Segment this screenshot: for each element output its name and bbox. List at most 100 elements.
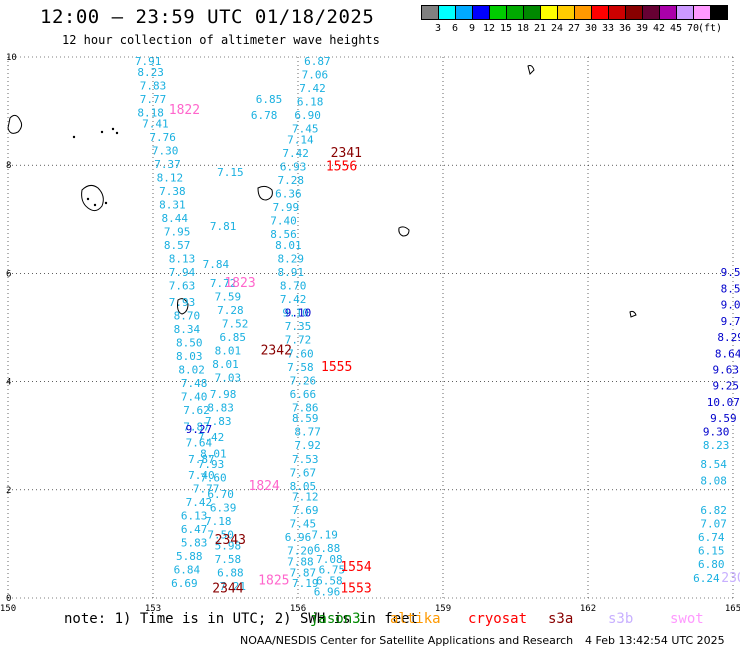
wave-height-value: 7.30 [152,144,179,157]
wave-height-value: 6.85 [220,331,247,344]
wave-height-value: 8.59 [292,412,319,425]
wave-height-value: 6.18 [297,96,324,109]
wave-height-value: 8.29 [278,253,305,266]
color-legend-label: 30 [584,23,598,34]
wave-height-value: 7.42 [299,82,326,95]
wave-height-value: 6.15 [698,545,725,558]
wave-height-value: 7.26 [290,374,317,387]
pass-label: 1825 [258,573,289,588]
color-swatch [710,5,728,20]
wave-height-value: 7.72 [285,334,312,347]
wave-height-value: 6.88 [314,542,341,555]
wave-height-value: 7.40 [270,215,297,228]
wave-height-value: 7.93 [169,296,196,309]
wave-height-value: 7.58 [287,361,314,374]
color-legend-label: 6 [451,23,459,34]
wave-height-value: 7.83 [205,415,232,428]
wave-height-value: 7.19 [292,577,319,590]
wave-height-value: 7.20 [287,545,314,558]
wave-height-value: 8.23 [703,439,730,452]
wave-height-value: 6.13 [181,510,208,523]
wave-height-value: 8.77 [294,426,321,439]
wave-height-value: 7.42 [280,293,307,306]
wave-height-value: 7.35 [285,320,312,333]
credit-line: NOAA/NESDIS Center for Satellite Applica… [240,634,574,647]
wave-height-value: 7.18 [205,515,232,528]
y-tick-label: 0 [6,594,11,604]
wave-height-value: 7.42 [198,431,225,444]
color-legend-label: 18 [516,23,530,34]
wave-height-value: 6.90 [294,109,321,122]
pass-label: 2344 [212,582,243,597]
wave-height-value: 7.12 [292,491,319,504]
color-legend-label: 21 [533,23,547,34]
wave-height-value: 7.72 [210,277,237,290]
wave-height-value: 7.53 [292,453,319,466]
island-outline [81,184,104,212]
y-tick-label: 6 [6,269,11,279]
wave-height-value: 6.87 [304,55,331,68]
color-legend-label: 9 [468,23,476,34]
satellite-legend-item: s3b [608,611,634,627]
wave-height-value: 7.41 [142,117,169,130]
x-tick-label: 162 [580,604,596,614]
island-outline [629,310,637,318]
color-legend-label: 39 [635,23,649,34]
pass-label: 1554 [340,560,371,575]
wave-height-value: 7.21 [220,580,247,593]
wave-height-value: 7.67 [290,466,317,479]
wave-height-value: 7.76 [149,131,176,144]
wave-height-value: 6.58 [316,574,343,587]
wave-height-value: 6.88 [217,566,244,579]
y-tick-label: 10 [6,53,17,63]
wave-height-value: 7.84 [203,258,230,271]
wave-height-value: 6.39 [210,501,237,514]
wave-height-value: 10.07 [707,396,740,409]
wave-height-value: 7.03 [215,372,242,385]
wave-height-value: 8.70 [174,309,201,322]
wave-height-value: 7.59 [215,290,242,303]
pass-label: 2341 [331,146,362,161]
wave-height-value: 8.83 [207,401,234,414]
wave-height-value: 5.83 [181,537,208,550]
wave-height-value: 9.10 [282,307,309,320]
wave-height-value: 9.63 [713,363,740,376]
wave-height-value: 7.40 [188,469,215,482]
wave-height-value: 8.70 [280,280,307,293]
wave-height-value: 7.62 [183,404,210,417]
wave-height-value: 8.01 [215,345,242,358]
wave-height-value: 8.31 [159,198,186,211]
x-tick-label: 150 [0,604,16,614]
satellite-legend-item: altika [390,611,441,627]
wave-height-value: 6.75 [319,564,346,577]
wave-height-value: 6.96 [314,585,341,598]
pass-label: 1822 [169,103,200,118]
y-tick-label: 2 [6,486,11,496]
wave-height-value: 8.29 [717,331,740,344]
x-tick-label: 159 [435,604,451,614]
wave-height-value: 7.77 [140,93,167,106]
wave-height-value: 7.38 [159,185,186,198]
pass-label: 230 [721,571,740,586]
pass-labels: 1822 1823 1824 1825 2341 2342 2343 2344 1556 1555… [169,103,740,597]
wave-height-value: 7.37 [154,158,181,171]
wave-height-value: 6.80 [698,558,725,571]
wave-height-value: 6.82 [700,504,727,517]
wave-height-value: 7.81 [210,220,237,233]
wave-height-value: 8.54 [700,458,727,471]
island-outline [257,185,273,201]
islet [111,127,115,131]
wave-height-value: 6.85 [256,93,283,106]
color-legend-label: 24 [550,23,564,34]
wave-height-value: 7.83 [140,79,167,92]
wave-height-values: 7.918.237.837.778.187.417.767.307.378.12… [135,55,740,598]
wave-height-value: 7.94 [169,266,196,279]
wave-height-value: 8.05 [290,480,317,493]
wave-height-value: 7.60 [287,347,314,360]
wave-height-value: 6.70 [207,488,234,501]
color-legend-label: 36 [618,23,632,34]
wave-height-value: 6.78 [251,109,278,122]
island-outline [7,114,23,134]
wave-height-value: 7.95 [164,226,191,239]
wave-height-value: 7.87 [188,453,215,466]
